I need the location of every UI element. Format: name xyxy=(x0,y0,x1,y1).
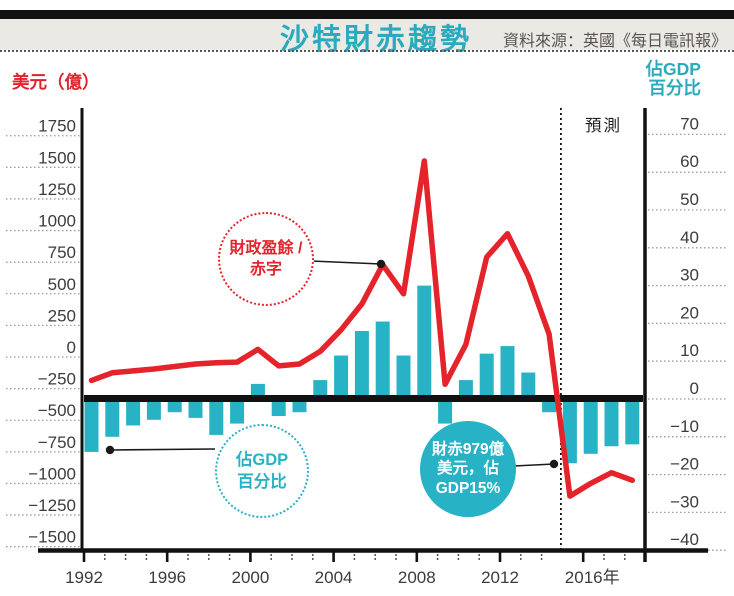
gdp-bar-1994 xyxy=(126,399,141,426)
right-axis-label-40: 40 xyxy=(680,228,699,247)
right-axis-label-70: 70 xyxy=(680,114,699,133)
gdp-bar-1993 xyxy=(105,399,120,437)
right-axis-label-0: 0 xyxy=(690,379,699,398)
gdp-bar-1995 xyxy=(146,399,161,420)
callout-deficit-line2: 美元，佔 xyxy=(436,460,499,478)
left-axis-label-750: 750 xyxy=(48,243,76,262)
left-axis-label--1000: −1000 xyxy=(28,464,76,483)
left-axis-label-1250: 1250 xyxy=(38,180,76,199)
callout-gdp-line2: 百分比 xyxy=(237,473,287,491)
left-axis-label--500: −500 xyxy=(38,401,76,420)
gdp-bar-2012 xyxy=(500,346,515,399)
gdp-bar-2005 xyxy=(354,330,369,399)
gdp-bar-1996 xyxy=(167,399,182,413)
callout-dot-deficit-2015 xyxy=(549,459,559,469)
callout-surplus-line2: 赤字 xyxy=(249,261,282,278)
gdp-bar-2014 xyxy=(542,399,557,413)
right-axis-label--40: −40 xyxy=(670,530,699,549)
callout-line-surplus-deficit xyxy=(310,260,382,265)
callout-dot-surplus-deficit xyxy=(376,259,386,269)
left-axis-label--1250: −1250 xyxy=(28,496,76,515)
gdp-bar-1992 xyxy=(84,399,99,452)
right-axis-label-30: 30 xyxy=(680,266,699,285)
callout-line-deficit-2015 xyxy=(513,463,555,467)
gdp-bar-1997 xyxy=(188,399,203,418)
gdp-bar-1998 xyxy=(209,399,224,435)
callout-surplus-deficit: 財政盈餘 / 赤字 xyxy=(218,212,314,306)
right-axis-label-50: 50 xyxy=(680,190,699,209)
callout-surplus-line1: 財政盈餘 / xyxy=(229,240,303,257)
left-axis-label-1500: 1500 xyxy=(38,148,76,167)
right-axis-label--30: −30 xyxy=(670,492,699,511)
gdp-bar-2017 xyxy=(604,399,619,447)
gdp-bar-2001 xyxy=(271,399,286,417)
gdp-bar-2018 xyxy=(625,399,640,445)
gdp-bar-2004 xyxy=(334,355,349,399)
header-band xyxy=(0,19,734,50)
callout-dot-gdp-share xyxy=(105,445,115,455)
right-axis-title-line1: 佔GDP xyxy=(645,59,701,79)
top-black-bar xyxy=(0,10,734,19)
right-axis-title: 佔GDP 百分比 xyxy=(646,60,701,98)
left-axis-label-0: 0 xyxy=(67,338,76,357)
callout-line-gdp-share xyxy=(109,448,216,451)
left-axis-label--1500: −1500 xyxy=(28,528,76,547)
x-axis-label-2012: 2012 xyxy=(481,568,519,587)
gdp-bar-2010 xyxy=(458,380,473,399)
left-axis-label-1750: 1750 xyxy=(38,117,76,136)
gdp-bar-2016 xyxy=(583,399,598,454)
gdp-bar-2002 xyxy=(292,399,307,413)
forecast-label: 預測 xyxy=(585,117,622,135)
gdp-bar-2003 xyxy=(313,380,328,399)
x-axis-label-2008: 2008 xyxy=(398,568,436,587)
callout-deficit-line1: 財赤979億 xyxy=(431,440,505,458)
left-axis-label--750: −750 xyxy=(38,433,76,452)
gdp-bar-2015 xyxy=(562,399,577,464)
left-axis-title: 美元（億） xyxy=(12,72,100,92)
x-axis-label-2000: 2000 xyxy=(231,568,269,587)
x-axis-label-2004: 2004 xyxy=(315,568,353,587)
left-axis-label-250: 250 xyxy=(48,306,76,325)
left-axis-label-1000: 1000 xyxy=(38,212,76,231)
gdp-bar-2008 xyxy=(417,285,432,399)
gdp-bar-2009 xyxy=(438,399,453,424)
right-axis-label--20: −20 xyxy=(670,455,699,474)
gdp-bar-2007 xyxy=(396,355,411,399)
gdp-bar-1999 xyxy=(230,399,245,424)
callout-deficit-2015: 財赤979億 美元，佔 GDP15% xyxy=(420,421,516,517)
callout-gdp-line1: 佔GDP xyxy=(235,451,289,469)
left-axis-label-500: 500 xyxy=(48,275,76,294)
callout-gdp-share: 佔GDP 百分比 xyxy=(215,424,309,518)
deficit-line xyxy=(88,158,636,499)
callout-deficit-line3: GDP15% xyxy=(435,479,501,497)
right-axis-label--10: −10 xyxy=(670,417,699,436)
left-axis-label--250: −250 xyxy=(38,370,76,389)
right-axis-label-10: 10 xyxy=(680,341,699,360)
gdp-bar-2006 xyxy=(375,321,390,399)
right-axis-title-line2: 百分比 xyxy=(648,78,702,98)
gdp-bar-2013 xyxy=(521,372,536,399)
header-separator xyxy=(0,50,734,52)
gdp-bar-2011 xyxy=(479,353,494,399)
x-axis-label-1996: 1996 xyxy=(148,568,186,587)
x-axis-label-1992: 1992 xyxy=(65,568,103,587)
right-axis-label-20: 20 xyxy=(680,303,699,322)
right-axis-label-60: 60 xyxy=(680,152,699,171)
source-credit: 資料來源：英國《每日電訊報》 xyxy=(502,33,727,50)
x-axis-label-2016: 2016年 xyxy=(565,568,620,587)
